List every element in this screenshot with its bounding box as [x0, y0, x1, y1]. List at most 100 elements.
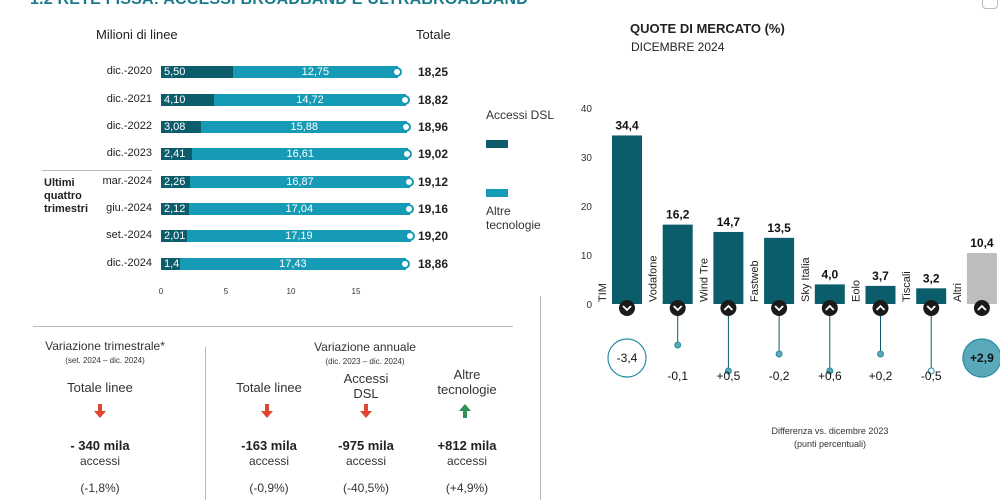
legend-other-label: Altre tecnologie [486, 204, 541, 232]
row-label: mar.-2024 [102, 175, 152, 187]
bar-dsl: 5,50 [161, 66, 233, 78]
direction-marker [923, 300, 940, 316]
x-tick-label: 0 [158, 287, 164, 296]
direction-marker [771, 300, 788, 316]
annual-pct: (+4,9%) [445, 481, 489, 495]
change-dot [826, 367, 834, 375]
change-label: -3,4 [617, 351, 638, 365]
category-label: Tiscali [901, 271, 913, 302]
annual-variation-title: Variazione annuale [314, 340, 416, 354]
change-dot [877, 350, 884, 358]
direction-marker [973, 300, 990, 316]
y-tick-label: 0 [586, 300, 592, 311]
bar-end-dot [400, 259, 411, 269]
bar-end-dot [404, 204, 415, 214]
bar-other: 17,43 [179, 258, 407, 270]
category-label: Vodafone [648, 256, 660, 303]
annual-variation-period: (dic. 2023 – dic. 2024) [325, 357, 405, 366]
row-total: 19,16 [418, 202, 449, 216]
x-tick-label: 10 [286, 287, 296, 296]
category-label: Altri [952, 283, 964, 302]
bar-other: 15,88 [201, 121, 408, 133]
legend-dsl-swatch [486, 140, 508, 148]
chevron-up-icon [723, 304, 734, 311]
bar [612, 135, 642, 304]
bar-value-label: 3,7 [872, 269, 889, 283]
market-share-chart: 0 10 20 30 40 34,4 TIM -3,4 16,2 Vodafone -0,1 14,7… [581, 104, 1000, 383]
total-header: Totale [416, 27, 451, 42]
bar [865, 285, 896, 304]
chevron-up-icon [875, 304, 886, 311]
annual-unit: accessi [248, 454, 289, 468]
change-label: -0,1 [667, 369, 688, 383]
bar-other: 16,61 [192, 148, 409, 160]
chevron-down-icon [774, 305, 784, 312]
bar-dsl: 2,26 [161, 176, 191, 188]
arrow-down-icon [92, 403, 108, 424]
y-tick-label: 10 [581, 251, 593, 262]
group-divider [42, 170, 152, 171]
row-label: dic.-2022 [106, 120, 152, 132]
direction-marker [872, 300, 889, 316]
divider-vertical [540, 296, 541, 500]
row-label: dic.-2021 [106, 93, 152, 105]
bar-value-label: 34,4 [615, 118, 639, 132]
bar [764, 237, 795, 304]
bar-other: 14,72 [214, 94, 406, 106]
market-footnote-line: Differenza vs. dicembre 2023 [771, 426, 889, 436]
bar [814, 284, 845, 304]
annual-pct: (-0,9%) [249, 481, 289, 495]
arrow-up-icon [457, 403, 473, 424]
bar [713, 231, 744, 304]
row-total: 18,96 [418, 120, 449, 134]
change-label: +0,5 [717, 369, 741, 383]
bar-value-label: 10,4 [970, 236, 994, 250]
row-total: 19,12 [418, 175, 449, 189]
change-dot [927, 367, 935, 375]
bar-other: 17,04 [188, 203, 411, 215]
bar [966, 253, 997, 304]
category-label: Eolo [851, 280, 863, 302]
bar-other: 16,87 [190, 176, 410, 188]
annual-value: -163 mila [241, 438, 297, 453]
change-dot [674, 341, 682, 349]
arrow-down-icon [358, 403, 374, 424]
row-label: giu.-2024 [106, 202, 152, 214]
change-bubble [962, 338, 1000, 378]
change-label: +0,2 [869, 369, 893, 383]
change-label: -0,5 [921, 369, 942, 383]
category-label: TIM [597, 283, 609, 302]
bar-value-label: 14,7 [717, 215, 741, 229]
bar-value-label: 4,0 [821, 267, 838, 281]
bar-dsl: 4,10 [161, 94, 215, 106]
x-tick-label: 5 [223, 287, 229, 296]
market-footnote-line: (punti percentuali) [793, 439, 867, 449]
bar-other: 12,75 [232, 66, 399, 78]
category-label: Wind Tre [698, 258, 710, 302]
direction-marker [821, 300, 838, 316]
annual-category: Altre tecnologie [437, 367, 497, 397]
bar-end-dot [403, 177, 414, 187]
direction-marker [720, 300, 737, 316]
bar-value-label: 16,2 [666, 208, 690, 222]
quarterly-category: Totale linee [67, 380, 133, 395]
chevron-up-icon [825, 304, 835, 311]
annual-value: +812 mila [437, 438, 497, 453]
change-bubble [607, 338, 647, 378]
bar-end-dot [401, 122, 412, 132]
chevron-down-icon [673, 305, 683, 312]
arrow-down-icon [259, 403, 275, 424]
change-dot [724, 367, 732, 375]
bar [662, 224, 693, 304]
divider-line [33, 326, 513, 327]
x-tick-label: 15 [351, 287, 361, 296]
row-label: dic.-2024 [106, 257, 152, 269]
annual-category: Accessi DSL [343, 371, 389, 401]
bar-end-dot [402, 149, 413, 159]
row-total: 19,02 [418, 147, 449, 161]
bar-dsl: 1,43 [161, 258, 180, 270]
chevron-down-icon [622, 305, 632, 312]
bar-other: 17,19 [187, 230, 411, 242]
quarterly-variation-title: Variazione trimestrale* [45, 339, 165, 353]
bar-dsl: 2,12 [161, 203, 189, 215]
